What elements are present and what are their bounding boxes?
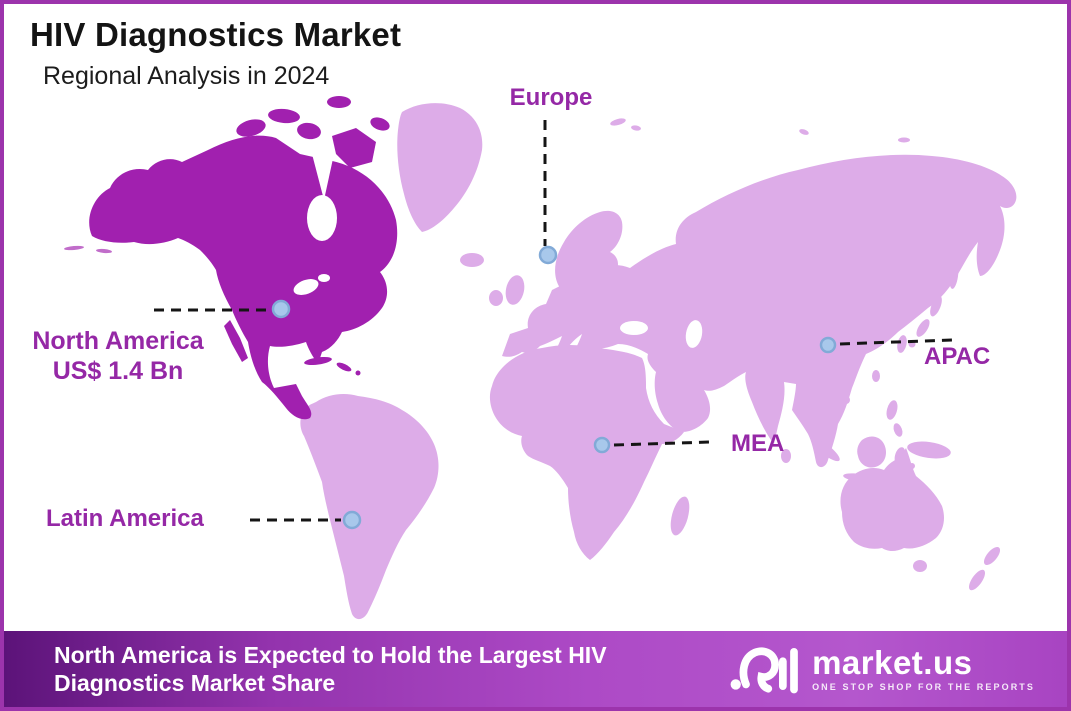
region-ireland [489, 290, 503, 306]
marker-apac [819, 336, 837, 354]
footer-message-line2: Diagnostics Market Share [54, 670, 336, 696]
leader-apac [839, 338, 953, 346]
footer-message-line1: North America is Expected to Hold the La… [54, 642, 607, 668]
brand-tagline: ONE STOP SHOP FOR THE REPORTS [812, 681, 1035, 692]
page-subtitle: Regional Analysis in 2024 [43, 62, 330, 90]
region-sri-lanka [781, 449, 791, 463]
region-sakhalin [949, 263, 959, 289]
region-south-america [300, 394, 439, 620]
islands-arctic-canada [236, 96, 390, 168]
region-label-europe: Europe [509, 84, 593, 111]
region-africa [489, 345, 684, 560]
islands-svalbard [610, 118, 910, 143]
region-philippines [886, 400, 903, 437]
north-america-value: US$ 1.4 Bn [52, 357, 184, 385]
brand-name: market.us [812, 643, 973, 681]
hudson-bay-opening [312, 154, 334, 200]
region-baja [224, 320, 248, 362]
region-label-apac: APAC [924, 343, 991, 370]
footer-banner: North America is Expected to Hold the La… [4, 631, 1067, 707]
region-scandinavia [555, 210, 623, 295]
world-map [64, 96, 1017, 620]
marker-europe [538, 245, 558, 265]
brand-text: market.us ONE STOP SHOP FOR THE REPORTS [812, 643, 1035, 692]
islands-caribbean [304, 357, 361, 376]
brand-logo: market.us ONE STOP SHOP FOR THE REPORTS [728, 640, 1035, 698]
sea-caspian [685, 320, 703, 348]
region-new-zealand [968, 546, 1001, 591]
region-label-north-america: North America US$ 1.4 Bn [18, 326, 218, 386]
marker-mea [593, 436, 611, 454]
north-america-name: North America [32, 327, 204, 355]
region-tasmania [913, 560, 927, 572]
region-madagascar [670, 496, 690, 536]
market-us-logo-icon [730, 647, 798, 694]
region-hainan [842, 396, 850, 404]
marker-latin-america [342, 510, 362, 530]
footer-message: North America is Expected to Hold the La… [54, 641, 607, 697]
region-korea [897, 335, 907, 353]
region-new-guinea [907, 441, 951, 459]
region-australia [840, 448, 944, 551]
region-label-latin-america: Latin America [46, 505, 204, 532]
page-title: HIV Diagnostics Market [30, 16, 402, 53]
region-taiwan [872, 370, 880, 382]
region-eurasia [502, 154, 1017, 468]
lake-great-lakes [293, 274, 330, 295]
region-greenland [397, 103, 483, 232]
marker-north-america [271, 299, 291, 319]
sea-black [620, 321, 648, 335]
islands-aleutian [64, 245, 112, 254]
lake-hudson-bay [307, 195, 337, 241]
region-uk [505, 275, 525, 305]
region-iceland [460, 253, 484, 267]
region-label-mea: MEA [731, 430, 785, 457]
header: HIV Diagnostics Market Regional Analysis… [30, 16, 401, 91]
